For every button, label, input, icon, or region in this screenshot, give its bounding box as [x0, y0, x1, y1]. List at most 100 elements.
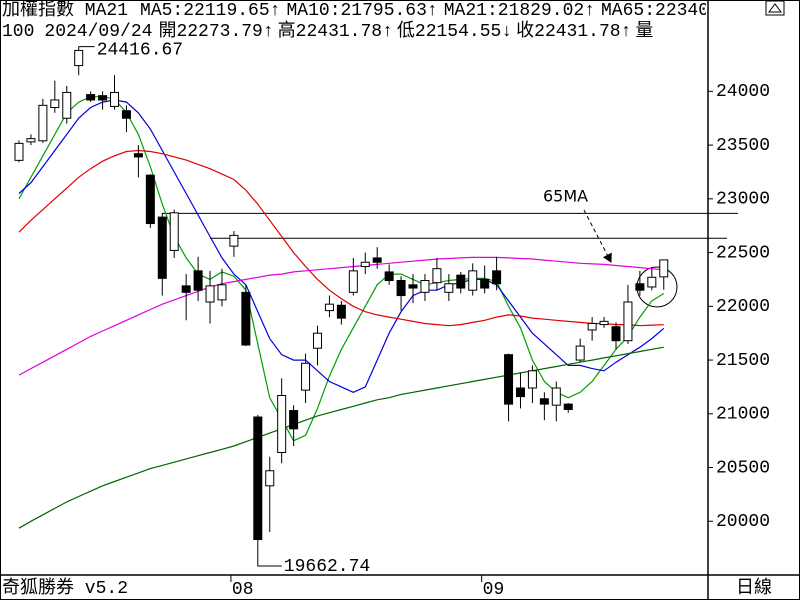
button-box[interactable] — [765, 0, 785, 16]
ma-line — [18, 346, 664, 529]
candle-body — [647, 276, 657, 288]
candle-body — [277, 395, 287, 453]
ma-line — [18, 99, 665, 393]
candle-body — [599, 320, 609, 326]
candle-body — [456, 274, 466, 289]
candle-body — [241, 291, 251, 346]
y-tick-label: 24000 — [716, 82, 770, 102]
candle-body — [551, 387, 561, 406]
candle-body — [563, 403, 573, 410]
low-label: 19662.74 — [284, 557, 370, 577]
candle-body — [38, 104, 48, 142]
candle-body — [229, 234, 239, 247]
footer-right: 日線 — [736, 577, 772, 599]
candle-body — [50, 99, 60, 108]
candle-body — [26, 138, 36, 143]
button-icon — [768, 3, 782, 13]
legend-name: MA65 — [601, 1, 644, 21]
y-tick-label: 20500 — [716, 458, 770, 478]
info-value: 22431.78 — [534, 22, 620, 42]
candle-body — [253, 416, 263, 541]
y-tick-label: 23500 — [716, 136, 770, 156]
info-date: 2024/09/24 — [44, 22, 152, 42]
ma-line — [18, 149, 664, 327]
legend-separator: : — [644, 1, 655, 21]
candle-body — [432, 268, 442, 284]
legend-arrow: ↑ — [427, 1, 438, 21]
candle-body — [86, 94, 96, 101]
candle-body — [145, 174, 155, 225]
candle-body — [289, 410, 299, 430]
candle-body — [515, 387, 525, 398]
candle-body — [313, 332, 322, 349]
candle-body — [492, 270, 502, 285]
info-label: 高 — [278, 20, 296, 42]
candle-body — [348, 270, 358, 293]
candle-body — [110, 91, 120, 107]
candle-body — [384, 271, 394, 282]
legend-arrow: ↑ — [270, 1, 281, 21]
info-arrow: ↑ — [621, 22, 632, 42]
y-tick-label: 20000 — [716, 512, 770, 532]
candle-body — [169, 212, 179, 251]
candle-body — [480, 278, 490, 289]
candle-body — [420, 280, 430, 293]
legend-separator: : — [172, 1, 183, 21]
candle-body — [324, 303, 334, 312]
candle-body — [587, 323, 597, 331]
legend-separator: : — [330, 1, 341, 21]
candle-body — [408, 284, 418, 289]
info-label: 收 — [516, 20, 534, 42]
ma-line — [18, 256, 664, 376]
candle-body — [181, 285, 191, 293]
info-label: 量 — [635, 20, 653, 42]
x-tick-label: 08 — [232, 580, 254, 600]
info-value: 22273.79 — [176, 22, 262, 42]
candle-body — [265, 470, 275, 487]
candle-body — [193, 270, 203, 291]
candle-body — [336, 304, 346, 319]
info-value: 22154.55 — [415, 22, 501, 42]
footer-left: 奇狐勝券 v5.2 — [2, 577, 128, 599]
scroll-button[interactable] — [765, 0, 785, 16]
candle-body — [121, 110, 131, 119]
legend-separator: : — [487, 1, 498, 21]
legend-value: 21795.63 — [341, 1, 427, 21]
candle-body — [444, 283, 454, 293]
candle-body — [659, 259, 669, 278]
candle-body — [372, 257, 382, 263]
info-arrow: ↑ — [382, 22, 393, 42]
candle-body — [98, 95, 108, 101]
candle-body — [133, 153, 143, 158]
legend-name: MA21 — [444, 1, 487, 21]
header: 加權指數 MA21 MA5:22119.65 ↑ MA10:21795.63 ↑ MA21… — [2, 0, 706, 42]
candle-body — [205, 285, 215, 303]
candle-body — [635, 283, 645, 291]
candle-body — [62, 91, 72, 119]
info-label: 低 — [397, 20, 415, 42]
candle-body — [301, 362, 311, 391]
title: 加權指數 MA21 — [2, 0, 128, 21]
info-prefix: 100 — [2, 22, 34, 42]
candle-body — [623, 301, 633, 342]
candle-body — [217, 284, 227, 301]
legend-value: 21829.02 — [498, 1, 584, 21]
y-tick-label: 22000 — [716, 297, 770, 317]
candle-body — [468, 270, 478, 291]
annotation-arrow — [583, 209, 612, 263]
info-arrow: ↓ — [501, 22, 512, 42]
info-value: 22431.78 — [296, 22, 382, 42]
annotation: 65MA — [543, 187, 588, 206]
y-tick-label: 22500 — [716, 243, 770, 263]
candle-body — [527, 370, 537, 389]
candle-body — [74, 49, 84, 67]
x-tick-label: 09 — [483, 580, 505, 600]
y-tick-label: 21000 — [716, 405, 770, 425]
info-label: 開 — [158, 21, 176, 42]
legend-value: 22119.65 — [183, 1, 269, 21]
candle-body — [157, 216, 167, 279]
candle-body — [396, 280, 406, 297]
legend-name: MA10 — [286, 1, 329, 21]
leader-line — [257, 557, 282, 567]
